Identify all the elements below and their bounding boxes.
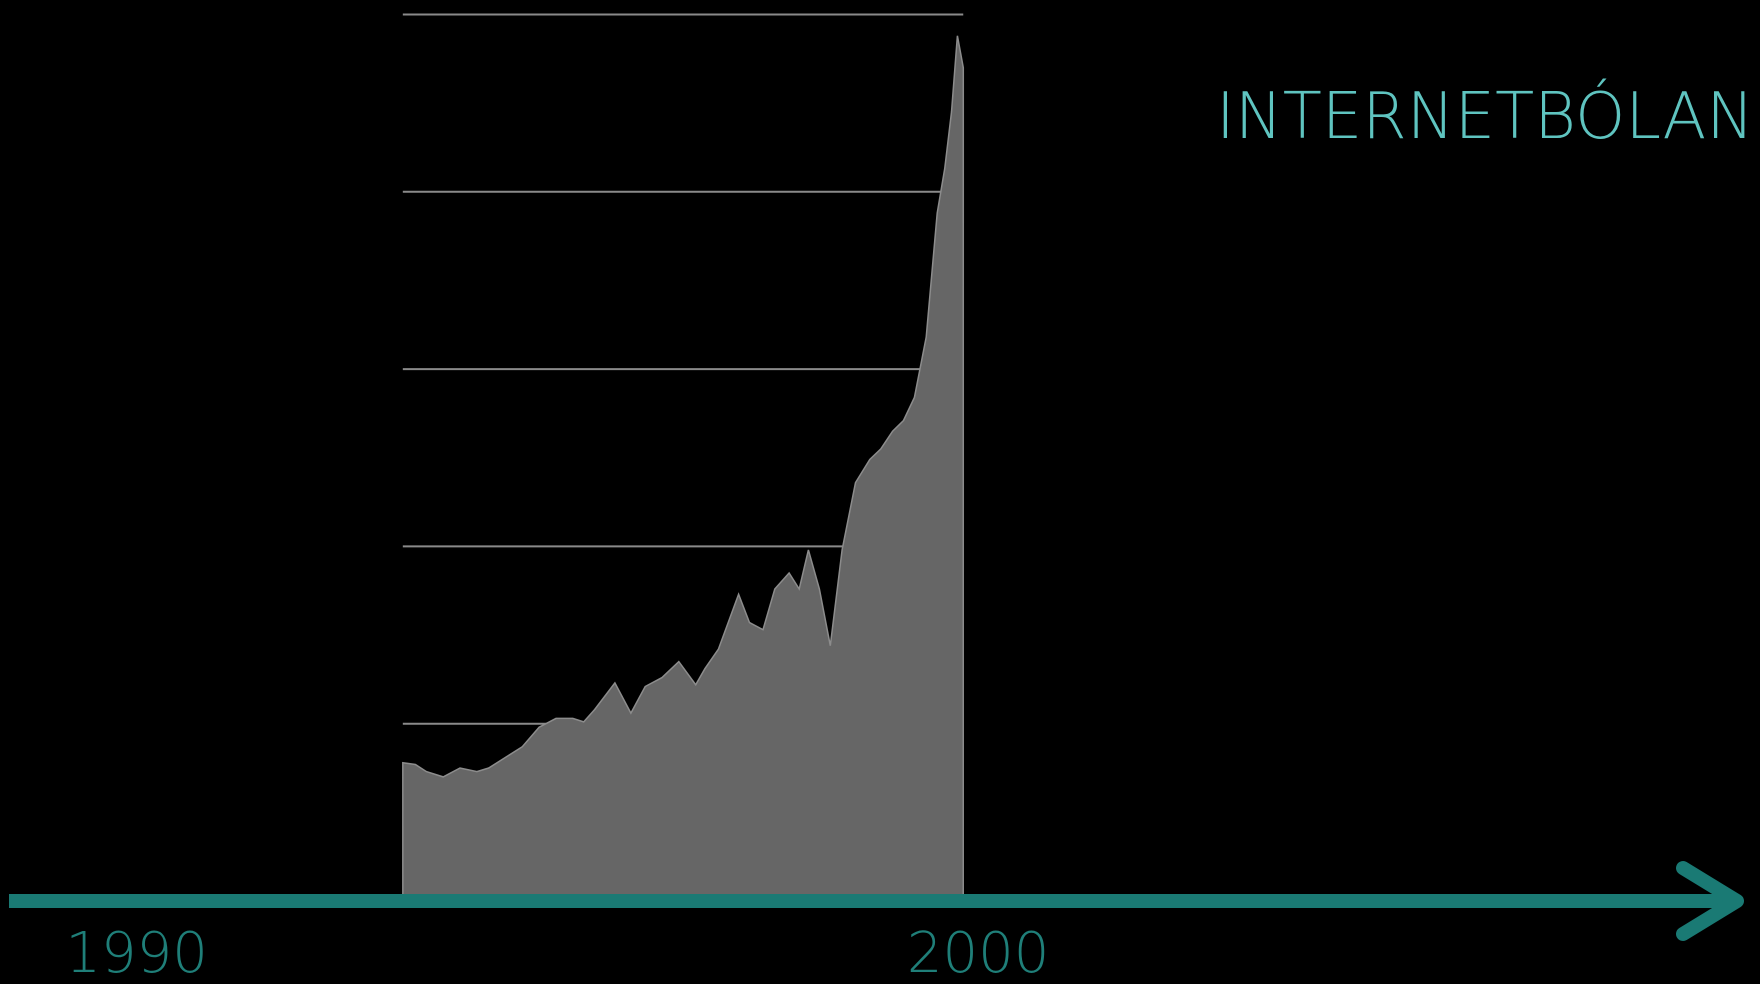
x-tick-label: 1990 — [65, 921, 208, 984]
slide-title: INTERNETBÓLAN — [1216, 78, 1754, 154]
area — [402, 35, 965, 902]
timeline-arrow — [1676, 861, 1744, 941]
x-tick-label: 2000 — [907, 921, 1050, 984]
